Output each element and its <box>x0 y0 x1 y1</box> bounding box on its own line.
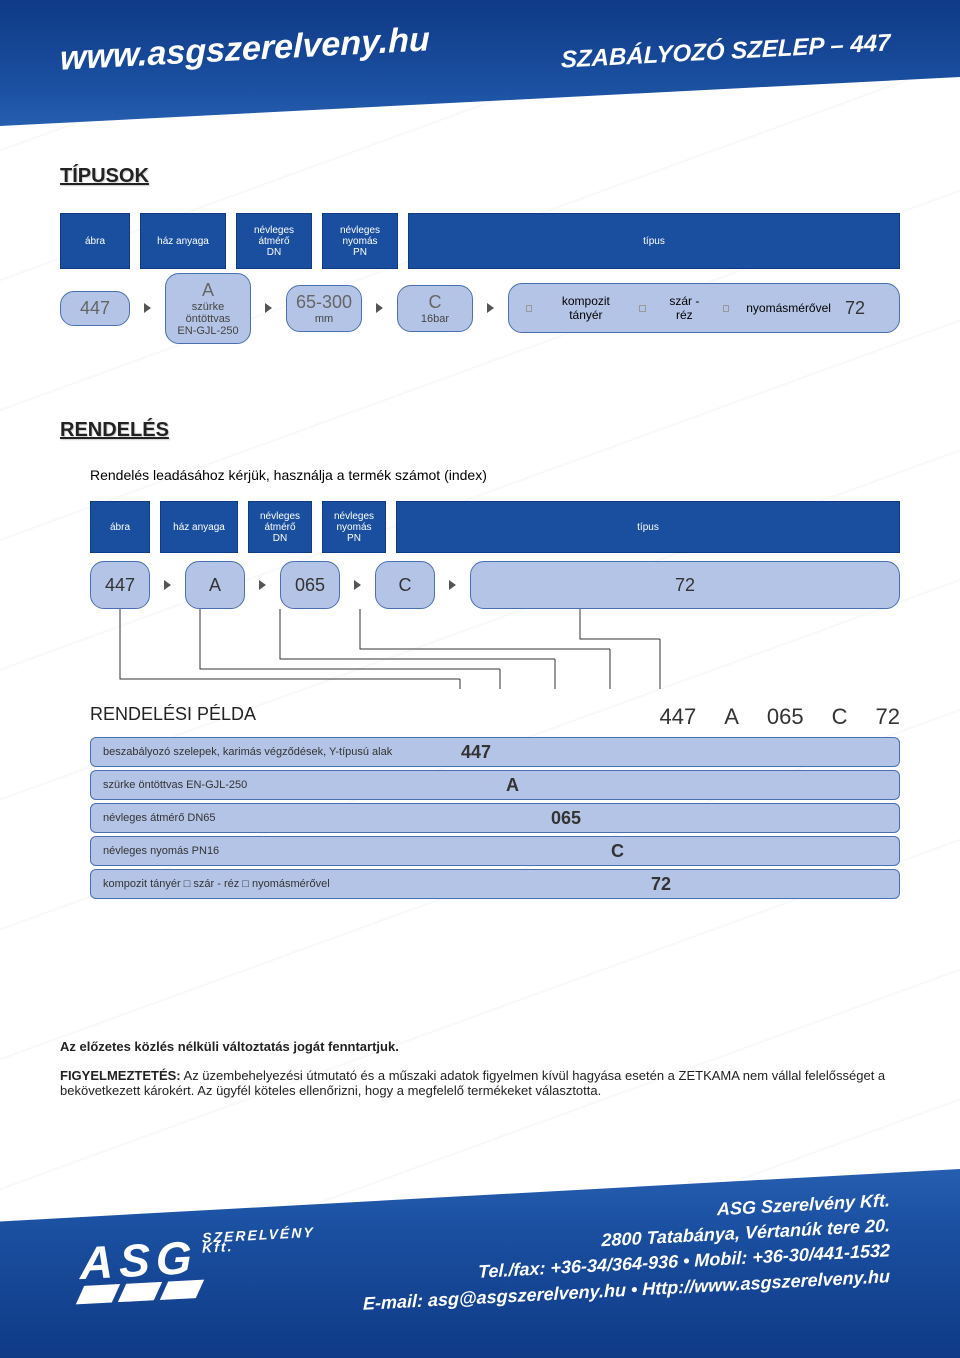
hdr-abra: ábra <box>60 213 130 269</box>
order-example: RENDELÉSI PÉLDA 447 A 065 C 72 beszabály… <box>90 704 900 899</box>
example-row-value: C <box>611 841 624 862</box>
page-title: SZABÁLYOZÓ SZELEP – 447 <box>561 29 890 74</box>
ohdr-abra: ábra <box>90 501 150 553</box>
pill-pn: C 16bar <box>397 285 473 332</box>
arrow-icon <box>449 580 456 590</box>
warning-label: FIGYELMEZTETÉS: <box>60 1068 181 1083</box>
types-data-row: 447 A szürke öntöttvas EN-GJL-250 65-300… <box>60 277 900 339</box>
opill-dn: 065 <box>280 561 340 609</box>
example-codes: 447 A 065 C 72 <box>660 704 901 730</box>
ohdr-haz: ház anyaga <box>160 501 238 553</box>
example-row-value: 72 <box>651 874 671 895</box>
hdr-pn: névleges nyomás PN <box>322 213 398 269</box>
opill-abra: 447 <box>90 561 150 609</box>
ohdr-tipus: típus <box>396 501 900 553</box>
example-row: névleges átmérő DN65065 <box>90 803 900 833</box>
example-row: szürke öntöttvas EN-GJL-250A <box>90 770 900 800</box>
header-banner: www.asgszerelveny.hu SZABÁLYOZÓ SZELEP –… <box>0 0 960 140</box>
opill-haz: A <box>185 561 245 609</box>
hdr-tipus: típus <box>408 213 900 269</box>
pill-abra: 447 <box>60 291 130 326</box>
footer-banner: ASG SZERELVÉNY Kft. ASG Szerelvény Kft. … <box>0 1148 960 1358</box>
pill-dn: 65-300 mm <box>286 285 362 332</box>
warning-text: Az üzembehelyezési útmutató és a műszaki… <box>60 1068 885 1098</box>
example-row: beszabályozó szelepek, karimás végződése… <box>90 737 900 767</box>
order-intro: Rendelés leadásához kérjük, használja a … <box>90 467 900 483</box>
opill-tipus: 72 <box>470 561 900 609</box>
example-row-value: 065 <box>551 808 581 829</box>
footer-address: ASG Szerelvény Kft. 2800 Tatabánya, Vért… <box>363 1188 890 1316</box>
arrow-icon <box>144 303 151 313</box>
ohdr-pn: névleges nyomás PN <box>322 501 386 553</box>
order-flow: ábra ház anyaga névleges átmérő DN névle… <box>90 501 900 899</box>
site-url: www.asgszerelveny.hu <box>60 20 430 78</box>
order-data-row: 447 A 065 C 72 <box>90 561 900 609</box>
connector-lines <box>90 609 810 689</box>
section-order-title: RENDELÉS <box>60 419 900 442</box>
example-row: kompozit tányér □ szár - réz □ nyomásmér… <box>90 869 900 899</box>
arrow-icon <box>376 303 383 313</box>
hdr-dn: névleges átmérő DN <box>236 213 312 269</box>
arrow-icon <box>164 580 171 590</box>
arrow-icon <box>259 580 266 590</box>
arrow-icon <box>354 580 361 590</box>
opill-pn: C <box>375 561 435 609</box>
arrow-icon <box>487 303 494 313</box>
types-header-row: ábra ház anyaga névleges átmérő DN névle… <box>60 213 900 269</box>
main-content: TÍPUSOK ábra ház anyaga névleges átmérő … <box>60 165 900 1112</box>
example-row-value: A <box>506 775 519 796</box>
notes: Az előzetes közlés nélküli változtatás j… <box>60 1039 900 1098</box>
disclaimer: Az előzetes közlés nélküli változtatás j… <box>60 1039 399 1054</box>
footer-logo: ASG SZERELVÉNY Kft. <box>80 1224 315 1309</box>
hdr-haz: ház anyaga <box>140 213 226 269</box>
pill-haz: A szürke öntöttvas EN-GJL-250 <box>165 273 251 344</box>
order-header-row: ábra ház anyaga névleges átmérő DN névle… <box>90 501 900 553</box>
example-row-value: 447 <box>461 742 491 763</box>
pill-tipus: kompozit tányér szár - réz nyomásmérővel… <box>508 283 900 333</box>
ohdr-dn: névleges átmérő DN <box>248 501 312 553</box>
example-row: névleges nyomás PN16C <box>90 836 900 866</box>
section-types-title: TÍPUSOK <box>60 165 900 188</box>
arrow-icon <box>265 303 272 313</box>
